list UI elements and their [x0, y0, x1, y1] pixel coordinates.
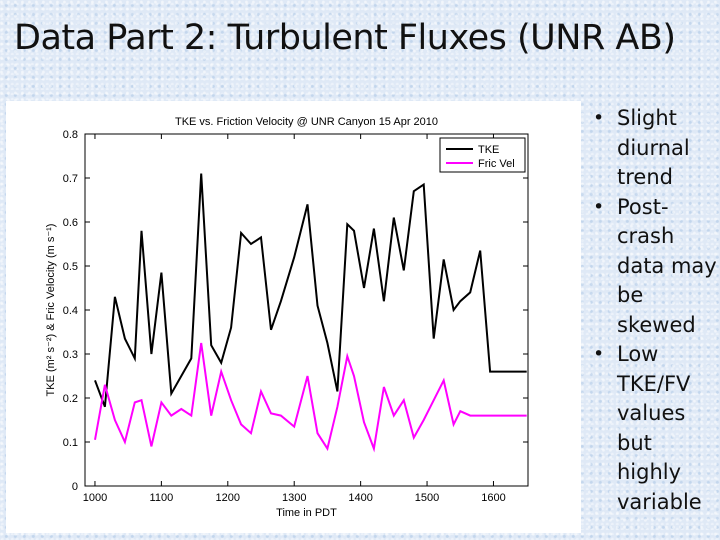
bullet-item: • Slight diurnal trend	[588, 104, 718, 193]
bullet-item: • Low TKE/FV values but highly variable	[588, 340, 718, 517]
x-tick-label: 1300	[282, 492, 306, 504]
x-axis-label: Time in PDT	[276, 507, 337, 519]
legend-label: Fric Vel	[478, 158, 515, 170]
bullet-text: Slight diurnal trend	[617, 106, 690, 189]
legend-label: TKE	[478, 144, 499, 156]
bullet-icon: •	[593, 195, 605, 218]
bullet-icon: •	[593, 107, 605, 129]
y-axis-label: TKE (m² s⁻²) & Fric Velocity (m s⁻¹)	[45, 224, 57, 397]
x-tick-label: 1600	[481, 492, 505, 504]
y-tick-label: 0.3	[63, 349, 78, 361]
x-tick-label: 1100	[150, 492, 174, 504]
x-tick-label: 1400	[348, 492, 372, 504]
chart-title: TKE vs. Friction Velocity @ UNR Canyon 1…	[175, 116, 438, 128]
y-tick-label: 0.8	[63, 129, 78, 141]
bullet-text: Low TKE/FV values but highly variable	[617, 342, 702, 514]
legend-box	[439, 137, 526, 173]
bullet-list: • Slight diurnal trend • Post-crash data m…	[588, 104, 718, 517]
y-tick-label: 0.6	[63, 217, 78, 229]
y-tick-label: 0.7	[63, 173, 78, 185]
y-tick-label: 0.5	[63, 261, 78, 273]
chart-panel: 0 0.1 0.2 0.3 0.4 0.5 0.6 0.7 0.8 1000 1100 1200 130…	[6, 101, 581, 533]
x-tick-label: 1000	[83, 492, 107, 504]
series-line-fric-vel	[94, 342, 527, 453]
tke-friction-velocity-chart: 0 0.1 0.2 0.3 0.4 0.5 0.6 0.7 0.8 1000 1100 1200 130…	[45, 116, 529, 519]
y-tick-label: 0	[72, 481, 78, 493]
bullet-item: • Post-crash data may be skewed	[588, 193, 718, 341]
bullet-text: Post-crash data may be skewed	[617, 194, 717, 337]
bullet-icon: •	[593, 343, 605, 365]
y-tick-label: 0.1	[63, 437, 78, 449]
plot-area-frame	[84, 133, 529, 487]
y-tick-label: 0.2	[63, 393, 78, 405]
y-tick-label: 0.4	[63, 305, 78, 317]
series-line-tke	[94, 173, 527, 408]
x-tick-label: 1500	[415, 492, 439, 504]
slide-title: Data Part 2: Turbulent Fluxes (UNR AB)	[14, 18, 676, 58]
x-tick-label: 1200	[216, 492, 240, 504]
